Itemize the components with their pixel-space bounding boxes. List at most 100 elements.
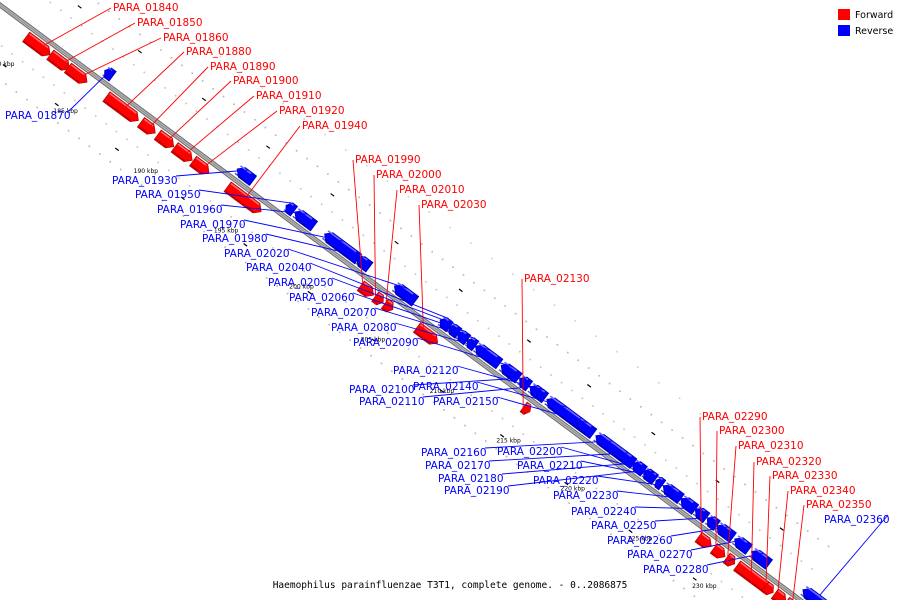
scale-dot: [352, 226, 354, 229]
leader-line: [726, 445, 737, 566]
gene-highlight: [397, 282, 414, 295]
gene-shadow: [653, 484, 658, 488]
gene-shadow: [800, 593, 823, 600]
scale-mark: [114, 147, 120, 152]
scale-dot: [372, 242, 375, 244]
gene-highlight: [526, 403, 531, 407]
scale-dot: [443, 409, 445, 411]
scale-dot: [493, 297, 496, 300]
scale-dot: [358, 196, 360, 199]
gene-shadow: [704, 522, 711, 528]
leader-line: [699, 416, 702, 547]
scale-dot: [678, 397, 681, 400]
gene-shadow: [103, 100, 132, 122]
scale-dot: [282, 102, 284, 105]
scale-dot: [327, 173, 329, 175]
scale-dot: [285, 142, 287, 144]
scale-dot: [432, 401, 435, 404]
gene-label: PARA_02310: [738, 440, 804, 452]
gene-shadow: [762, 590, 768, 595]
scale-dot: [32, 68, 34, 71]
gene-labels: PARA_01840 PARA_01850 PARA_01860 PARA_01870…: [5, 2, 890, 576]
gene-shadow: [574, 425, 587, 435]
scale-dot: [623, 428, 625, 431]
scale-dot: [341, 219, 344, 221]
gene-label: PARA_01920: [279, 105, 345, 117]
leader-line: [501, 461, 642, 475]
gene-label: PARA_02070: [311, 307, 377, 319]
leader-line: [418, 204, 425, 341]
scale-dot: [568, 502, 571, 504]
scale-dot: [501, 417, 504, 420]
leader-line: [706, 552, 764, 566]
scale-dot: [240, 71, 243, 74]
gene-arrow: [223, 181, 262, 214]
leader-line: [240, 125, 301, 205]
scale-dot: [769, 537, 771, 539]
gene-para-01860: [63, 62, 88, 84]
scale-dot: [678, 549, 681, 552]
figure-caption: Haemophilus parainfluenzae T3T1, complet…: [273, 580, 628, 591]
gene-arrow: [136, 117, 156, 135]
scale-dot: [459, 386, 462, 389]
gene-label: PARA_02120: [393, 365, 459, 377]
scale-dot: [261, 239, 264, 241]
scale-dot: [693, 595, 696, 598]
gene-shadow: [155, 138, 167, 148]
gene-highlight: [230, 183, 260, 206]
scale-dot: [199, 192, 201, 195]
scale-dot: [539, 366, 542, 369]
legend-forward-swatch: [838, 9, 850, 20]
scale-dot: [36, 106, 39, 109]
scale-dot: [420, 243, 423, 245]
leader-line: [352, 159, 365, 296]
gene-shadow: [322, 237, 351, 260]
scale-dot: [201, 80, 204, 82]
leader-line: [56, 22, 136, 68]
gene-highlight: [768, 582, 774, 588]
scale-dot: [602, 412, 605, 415]
gene-shadow: [614, 455, 627, 465]
gene-label: PARA_01850: [137, 17, 203, 29]
scale-dot: [164, 87, 166, 89]
gene-shadow: [734, 569, 766, 593]
leader-line: [670, 526, 729, 537]
scale-dot: [139, 33, 141, 36]
scale-dot: [581, 397, 584, 400]
scale-dot: [276, 285, 278, 287]
scale-dot: [748, 521, 751, 524]
scale-dot: [464, 424, 466, 427]
scale-dot: [637, 518, 639, 521]
scale-dot: [587, 367, 590, 369]
scale-dot: [94, 115, 97, 117]
scale-dot: [487, 327, 490, 330]
scale-mark: [779, 527, 784, 531]
scale-dot: [320, 203, 323, 206]
gene-label: PARA_02270: [627, 549, 693, 561]
gene-arrow: [680, 497, 700, 515]
scale-dot: [564, 464, 566, 466]
gene-shadow: [23, 40, 43, 56]
scale-dot: [566, 351, 569, 354]
gene-label: PARA_02360: [824, 514, 890, 526]
leader-line: [198, 189, 294, 204]
scale-dot: [105, 122, 107, 125]
scale-mark: [526, 339, 532, 343]
gene-highlight: [719, 522, 732, 532]
scale-dot: [303, 118, 305, 120]
scale-mark: [439, 389, 445, 393]
scale-dot: [474, 432, 477, 435]
scale-dot: [508, 343, 511, 345]
gene-label: PARA_02090: [353, 337, 419, 349]
leader-line: [394, 322, 492, 351]
scale-dot: [178, 177, 180, 179]
scale-dot: [647, 526, 650, 529]
gene-label: PARA_02290: [702, 411, 768, 423]
leader-line: [560, 446, 657, 474]
gene-shadow: [641, 475, 647, 480]
scale-dot: [67, 129, 70, 132]
scale-dot: [274, 134, 277, 137]
scale-dot: [683, 587, 685, 590]
gene-label: PARA_02110: [359, 396, 425, 408]
scale-dot: [616, 350, 618, 353]
